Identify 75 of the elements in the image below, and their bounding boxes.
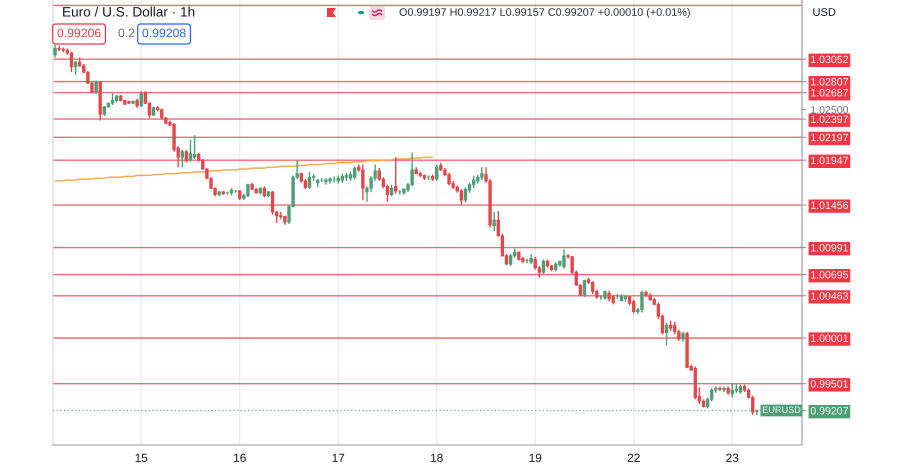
candlestick <box>612 294 615 305</box>
chart-title: Euro / U.S. Dollar · 1h <box>63 6 194 17</box>
candlestick <box>394 156 398 194</box>
y-tick-label: 1.02807 <box>811 78 848 86</box>
annotation: 0.99208 <box>142 28 186 38</box>
y-tick-label: 0.99501 <box>810 380 848 388</box>
y-axis-title: USD <box>813 8 836 16</box>
y-tick-label: 1.00463 <box>811 292 848 300</box>
annotation: 0.2 <box>118 28 134 38</box>
x-tick-label: 16 <box>234 454 246 462</box>
text: O0.99197 H0.99217 L0.99157 C0.99207 +0.00010 (+0.01%) <box>400 8 690 18</box>
candlestick <box>591 280 594 295</box>
y-tick-label: 1.00695 <box>811 271 848 279</box>
candlestick <box>464 186 468 204</box>
y-tick-label: 1.01456 <box>811 202 848 209</box>
candlestick <box>681 331 685 342</box>
y-tick-label: 1.02197 <box>811 134 848 142</box>
candlestick <box>410 152 414 188</box>
candlestick <box>102 105 106 117</box>
candlestick <box>447 172 451 186</box>
candlestick <box>340 172 344 184</box>
candlestick <box>160 108 164 120</box>
candlestick <box>460 188 464 206</box>
x-tick-label: 17 <box>332 454 344 462</box>
candlestick <box>283 214 287 226</box>
y-tick-label: 1.02687 <box>811 89 848 96</box>
candlestick <box>94 80 98 95</box>
candlestick <box>554 262 558 272</box>
y-tick-label: 1.00001 <box>811 334 848 342</box>
y-tick-label: 1.01947 <box>811 156 848 164</box>
candlestick <box>246 182 250 198</box>
candlestick <box>180 149 184 168</box>
candlestick <box>472 174 476 189</box>
candlestick <box>390 184 394 198</box>
y-tick-label: 1.03052 <box>811 56 848 64</box>
candlestick <box>152 106 156 117</box>
candlestick <box>668 320 672 332</box>
candlestick <box>348 171 352 182</box>
candlestick <box>361 164 365 201</box>
candlestick <box>74 60 78 76</box>
x-tick-label: 15 <box>136 454 148 462</box>
candlestick <box>135 98 139 109</box>
candlestick <box>192 134 196 160</box>
candlestick <box>738 384 742 395</box>
y-tick-label: 1.02500 <box>811 106 848 114</box>
candlestick <box>70 51 74 73</box>
x-tick-label: 23 <box>726 454 738 462</box>
candlestick <box>632 299 636 314</box>
candlestick <box>110 92 114 106</box>
y-tick-label: 0.99207 <box>810 407 848 414</box>
candlestick <box>529 253 533 265</box>
annotation: 0.99206 <box>57 28 101 38</box>
candlestick <box>603 290 607 300</box>
x-tick-label: 18 <box>431 454 443 462</box>
candlestick <box>664 322 668 346</box>
y-tick-label: 1.00991 <box>811 244 848 252</box>
candlestick <box>734 383 738 394</box>
candlestick <box>492 211 496 232</box>
annotation: EURUSD <box>762 406 800 414</box>
y-tick-label: 1.02397 <box>811 116 848 123</box>
candlestick <box>435 164 438 182</box>
candlestick <box>582 278 586 298</box>
candlestick <box>238 189 242 201</box>
line-series <box>54 156 434 182</box>
candlestick <box>262 186 266 198</box>
candlestick <box>352 166 356 180</box>
candlestick <box>480 166 484 181</box>
candlestick <box>517 250 521 262</box>
candlestick <box>607 290 611 302</box>
candlestick <box>730 383 734 398</box>
candlestick <box>184 149 188 164</box>
x-tick-label: 22 <box>628 454 640 462</box>
candlestick <box>188 139 192 162</box>
candlestick <box>140 90 143 108</box>
x-tick-label: 19 <box>530 454 542 462</box>
